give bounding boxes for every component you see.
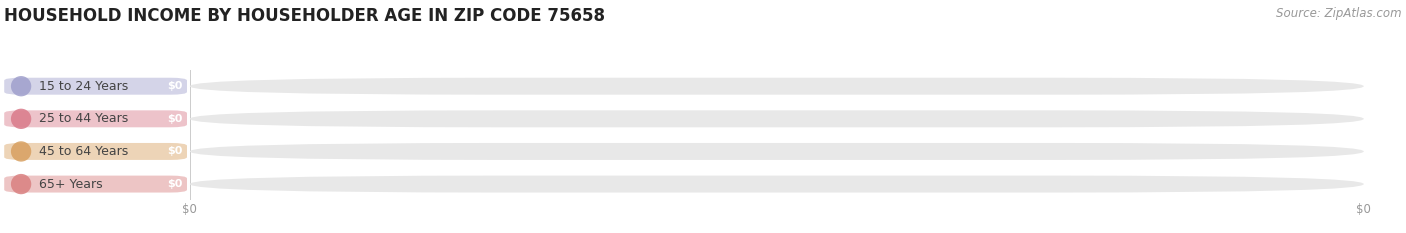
- Text: $0: $0: [167, 179, 183, 189]
- FancyBboxPatch shape: [190, 176, 1364, 192]
- Text: 15 to 24 Years: 15 to 24 Years: [39, 80, 128, 93]
- Text: $0: $0: [167, 81, 183, 91]
- Text: 45 to 64 Years: 45 to 64 Years: [39, 145, 128, 158]
- Text: $0: $0: [167, 147, 183, 156]
- Text: 65+ Years: 65+ Years: [39, 178, 103, 191]
- Text: HOUSEHOLD INCOME BY HOUSEHOLDER AGE IN ZIP CODE 75658: HOUSEHOLD INCOME BY HOUSEHOLDER AGE IN Z…: [4, 7, 605, 25]
- Text: 25 to 44 Years: 25 to 44 Years: [39, 112, 128, 125]
- FancyBboxPatch shape: [190, 110, 1364, 127]
- Text: $0: $0: [167, 114, 183, 124]
- FancyBboxPatch shape: [190, 143, 1364, 160]
- Text: Source: ZipAtlas.com: Source: ZipAtlas.com: [1277, 7, 1402, 20]
- FancyBboxPatch shape: [190, 78, 1364, 95]
